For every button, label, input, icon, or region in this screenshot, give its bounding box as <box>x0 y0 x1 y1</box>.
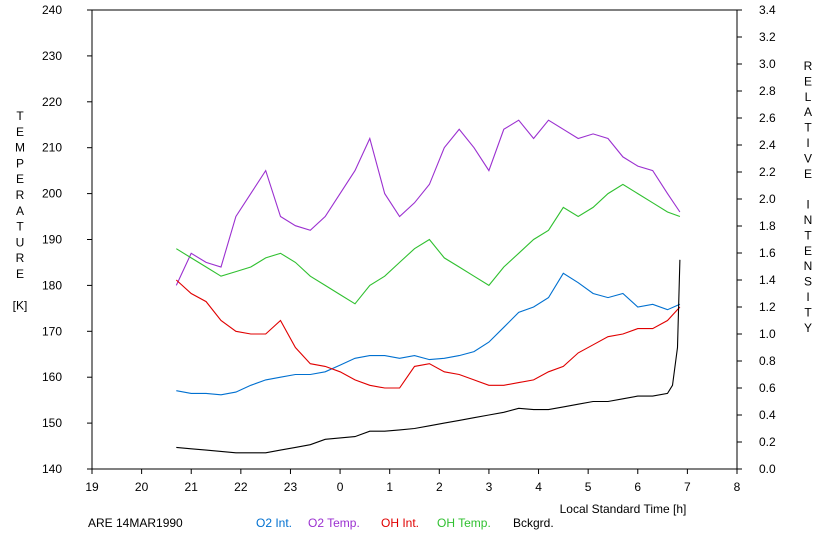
y-left-tick-label: 200 <box>42 187 62 201</box>
y-right-label-char: S <box>804 275 812 289</box>
y-right-label-char: N <box>804 213 813 227</box>
y-right-label-char: T <box>804 228 812 242</box>
series-line-bckgrd <box>176 259 681 454</box>
series-lines <box>175 119 681 454</box>
y-right-tick-label: 0.6 <box>759 381 776 395</box>
y-right-tick-label: 2.6 <box>759 111 776 125</box>
y-right-label-char: A <box>804 105 812 119</box>
legend-entry-o2-temp: O2 Temp. <box>308 516 360 530</box>
y-left-tick-label: 190 <box>42 233 62 247</box>
y-right-tick-label: 1.0 <box>759 327 776 341</box>
x-tick-label: 1 <box>386 480 393 494</box>
x-tick-label: 7 <box>684 480 691 494</box>
y-left-tick-label: 240 <box>42 3 62 17</box>
axes: 19 20 21 22 23 0 1 2 3 4 5 6 7 8140150160170180190200… <box>42 3 776 494</box>
y-left-tick-label: 210 <box>42 141 62 155</box>
y-left-tick-label: 180 <box>42 278 62 292</box>
y-left-label-char: T <box>16 109 24 123</box>
x-tick-label: 21 <box>185 480 199 494</box>
legend-entry-oh-temp: OH Temp. <box>437 516 491 530</box>
y-left-label-char: T <box>16 220 24 234</box>
x-tick-label: 5 <box>585 480 592 494</box>
y-right-tick-label: 1.6 <box>759 246 776 260</box>
y-right-tick-label: 3.0 <box>759 57 776 71</box>
y-right-tick-label: 3.2 <box>759 30 776 44</box>
series-line-o2-temp <box>175 119 681 286</box>
y-right-tick-label: 0.8 <box>759 354 776 368</box>
legend-entry-o2-int: O2 Int. <box>256 516 292 530</box>
y-right-tick-label: 2.0 <box>759 192 776 206</box>
y-right-tick-label: 2.2 <box>759 165 776 179</box>
y-right-label-char: I <box>806 198 809 212</box>
x-tick-label: 8 <box>734 480 741 494</box>
legend-entry-oh-int: OH Int. <box>381 516 419 530</box>
y-left-label-char: M <box>15 141 25 155</box>
x-tick-label: 2 <box>436 480 443 494</box>
y-right-label-char: I <box>806 290 809 304</box>
x-tick-label: 20 <box>135 480 149 494</box>
y-right-label-char: T <box>804 121 812 135</box>
series-line-oh-int <box>175 279 681 389</box>
y-left-label-char: E <box>16 125 24 139</box>
y-right-tick-label: 0.0 <box>759 462 776 476</box>
y-right-label-char: L <box>805 90 812 104</box>
y-right-label-char: T <box>804 305 812 319</box>
y-left-label-char: U <box>16 235 25 249</box>
x-tick-label: 3 <box>486 480 493 494</box>
x-tick-label: 4 <box>535 480 542 494</box>
x-tick-label: 19 <box>85 480 99 494</box>
series-line-o2-int <box>176 272 681 396</box>
y-right-tick-label: 0.4 <box>759 408 776 422</box>
y-right-label-char: I <box>806 136 809 150</box>
x-tick-label: 6 <box>634 480 641 494</box>
y-right-label-char: E <box>804 244 812 258</box>
footer-label: ARE 14MAR1990 <box>88 516 183 530</box>
y-left-label-char: R <box>16 251 25 265</box>
legend-entry-bckgrd: Bckgrd. <box>513 516 554 530</box>
y-left-label-char: A <box>16 204 24 218</box>
y-left-label-char: E <box>16 172 24 186</box>
y-left-label-char: P <box>16 156 24 170</box>
y-left-tick-label: 140 <box>42 462 62 476</box>
y-left-tick-label: 230 <box>42 49 62 63</box>
y-right-label-char: R <box>804 59 813 73</box>
y-right-label-char: Y <box>804 321 812 335</box>
y-left-tick-label: 170 <box>42 324 62 338</box>
x-tick-label: 23 <box>284 480 298 494</box>
y-right-tick-label: 1.4 <box>759 273 776 287</box>
y-left-label-char: E <box>16 267 24 281</box>
y-right-tick-label: 3.4 <box>759 3 776 17</box>
y-right-label-char: E <box>804 74 812 88</box>
y-right-tick-label: 1.2 <box>759 300 776 314</box>
legend: O2 Int. O2 Temp. OH Int. OH Temp. Bckgrd. <box>256 516 554 530</box>
x-tick-label: 0 <box>337 480 344 494</box>
x-tick-label: 22 <box>234 480 248 494</box>
y-left-tick-label: 160 <box>42 370 62 384</box>
y-left-label-char: R <box>16 188 25 202</box>
y-right-tick-label: 2.8 <box>759 84 776 98</box>
series-line-oh-temp <box>176 183 681 305</box>
y-right-label-char: V <box>804 151 812 165</box>
y-right-tick-label: 2.4 <box>759 138 776 152</box>
plot-frame <box>91 9 738 470</box>
y-right-tick-label: 1.8 <box>759 219 776 233</box>
y-right-label-char: N <box>804 259 813 273</box>
y-right-tick-label: 0.2 <box>759 435 776 449</box>
x-axis-label: Local Standard Time [h] <box>560 502 687 516</box>
y-left-tick-label: 220 <box>42 95 62 109</box>
y-right-label-char: E <box>804 167 812 181</box>
y-left-tick-label: 150 <box>42 416 62 430</box>
y-left-label-char: [K] <box>13 299 28 313</box>
